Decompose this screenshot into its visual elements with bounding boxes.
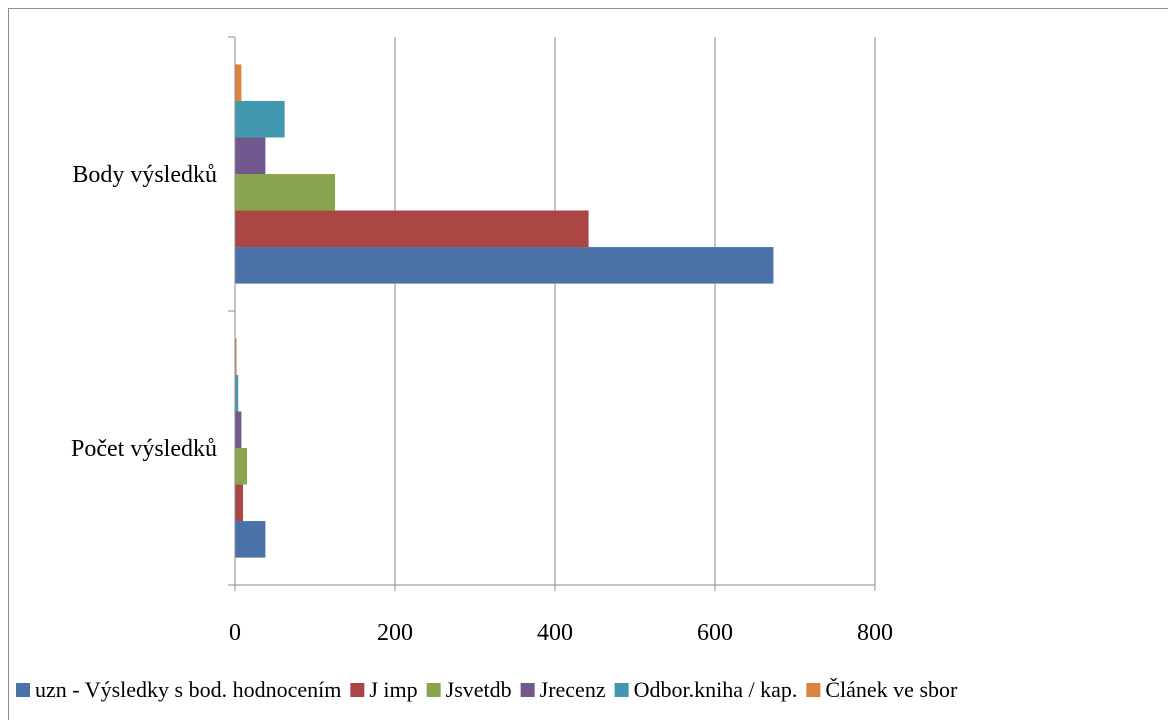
bar xyxy=(235,338,237,375)
legend-label: Článek ve sbor xyxy=(825,677,958,702)
legend-swatch xyxy=(350,683,365,697)
x-tick-label: 200 xyxy=(377,620,413,646)
bar xyxy=(235,521,266,558)
legend-label: Jrecenz xyxy=(540,677,606,702)
bar xyxy=(235,374,239,412)
gridlines xyxy=(394,37,876,585)
legend-swatch xyxy=(16,683,30,697)
category-label: Body výsledků xyxy=(72,162,217,188)
legend-swatch xyxy=(806,683,821,697)
bar xyxy=(235,448,247,485)
axes xyxy=(228,36,876,591)
tick-labels: 0 200 400 600 800 xyxy=(229,620,893,646)
x-tick-label: 400 xyxy=(537,620,573,646)
bar xyxy=(235,137,266,174)
legend-label: Jsvetdb xyxy=(446,677,512,702)
category-label: Počet výsledků xyxy=(71,436,217,462)
bar xyxy=(235,210,589,248)
bar xyxy=(235,247,774,284)
legend-label: J imp xyxy=(369,677,417,702)
legend-swatch xyxy=(520,683,535,697)
legend-label: Odbor.kniha / kap. xyxy=(634,677,798,702)
x-tick-label: 600 xyxy=(697,620,733,646)
bar xyxy=(235,484,243,522)
bar xyxy=(235,174,335,211)
x-tick-label: 800 xyxy=(857,620,893,646)
legend-label: uzn - Výsledky s bod. hodnocením xyxy=(35,677,341,702)
bar xyxy=(235,100,285,138)
chart-frame xyxy=(8,8,1168,720)
legend: uzn - Výsledky s bod. hodnocením J imp Jsv… xyxy=(16,677,958,702)
x-tick-label: 0 xyxy=(229,620,241,646)
bar xyxy=(235,64,242,101)
bar xyxy=(235,411,242,448)
legend-swatch xyxy=(426,683,441,697)
category-labels: Počet výsledků Body výsledků xyxy=(71,162,217,462)
legend-swatch xyxy=(614,683,629,697)
bars xyxy=(235,64,774,558)
